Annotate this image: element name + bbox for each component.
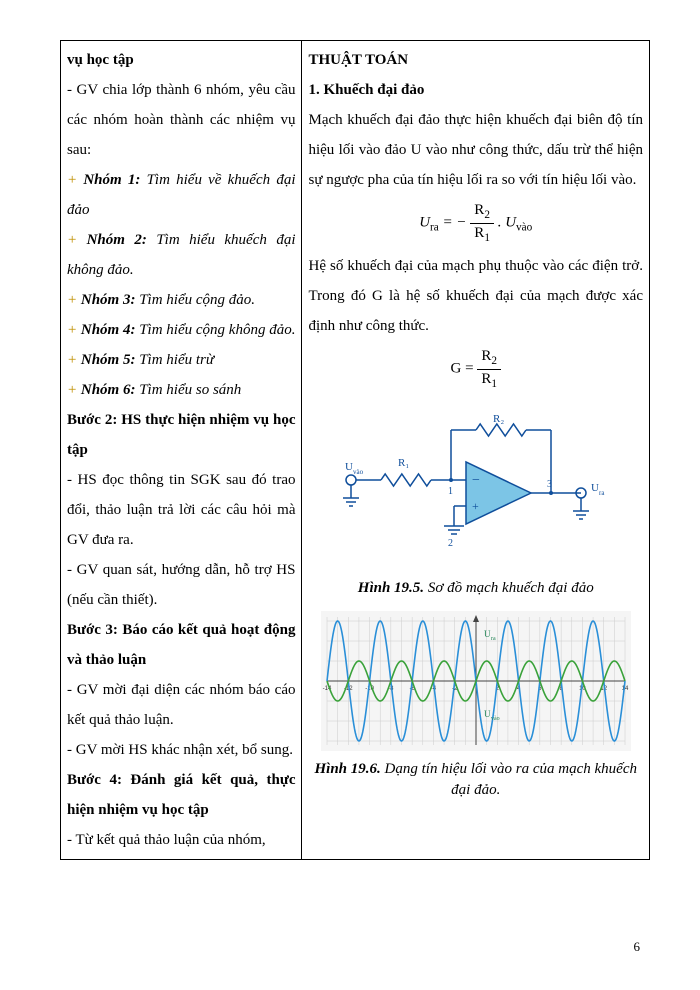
step3-b2: - GV mời HS khác nhận xét, bổ sung.	[67, 735, 295, 765]
group-2: + Nhóm 2: Tìm hiểu khuếch đại không đảo.	[67, 225, 295, 285]
step4-b1: - Từ kết quả thảo luận của nhóm,	[67, 825, 295, 855]
group-3: + Nhóm 3: Tìm hiểu cộng đảo.	[67, 285, 295, 315]
svg-text:vào: vào	[353, 468, 364, 476]
step2-title: Bước 2: HS thực hiện nhiệm vụ học tập	[67, 405, 295, 465]
group-6: + Nhóm 6: Tìm hiểu so sánh	[67, 375, 295, 405]
right-subheading: 1. Khuếch đại đảo	[308, 75, 643, 105]
group-5: + Nhóm 5: Tìm hiểu trừ	[67, 345, 295, 375]
svg-text:1: 1	[448, 486, 453, 497]
svg-text:−: −	[472, 473, 480, 488]
svg-text:3: 3	[547, 479, 552, 490]
left-title-cont: vụ học tập	[67, 45, 295, 75]
step4-title: Bước 4: Đánh giá kết quả, thực hiện nhiệ…	[67, 765, 295, 825]
step2-b2: - GV quan sát, hướng dẫn, hỗ trợ HS (nếu…	[67, 555, 295, 615]
step3-title: Bước 3: Báo cáo kết quả hoạt động và thả…	[67, 615, 295, 675]
circuit-diagram: Uvào R₁ 1 R₂ − +2 3 Ura	[308, 400, 643, 570]
svg-text:U: U	[484, 629, 491, 639]
group-4: + Nhóm 4: Tìm hiểu cộng không đảo.	[67, 315, 295, 345]
svg-text:2: 2	[448, 538, 453, 549]
step3-b1: - GV mời đại diện các nhóm báo cáo kết q…	[67, 675, 295, 735]
right-column: THUẬT TOÁN 1. Khuếch đại đảo Mạch khuếch…	[302, 41, 650, 860]
right-para1: Mạch khuếch đại đảo thực hiện khuếch đại…	[308, 105, 643, 195]
right-heading: THUẬT TOÁN	[308, 45, 643, 75]
page-number: 6	[634, 934, 641, 960]
step2-b1: - HS đọc thông tin SGK sau đó trao đổi, …	[67, 465, 295, 555]
svg-text:ra: ra	[599, 489, 605, 497]
svg-text:U: U	[345, 461, 353, 473]
svg-text:+: +	[472, 499, 479, 513]
svg-text:ra: ra	[491, 636, 496, 642]
caption-2: Hình 19.6. Dạng tín hiệu lối vào ra của …	[308, 759, 643, 801]
left-column: vụ học tập - GV chia lớp thành 6 nhóm, y…	[61, 41, 302, 860]
svg-text:U: U	[484, 709, 491, 719]
main-table: vụ học tập - GV chia lớp thành 6 nhóm, y…	[60, 40, 650, 860]
svg-text:14: 14	[621, 686, 628, 692]
formula-1: Ura = − R2R1 . Uvào	[308, 201, 643, 245]
caption-1: Hình 19.5. Sơ đồ mạch khuếch đại đảo	[308, 578, 643, 599]
waveform-chart: -14-12-10-8-6-4-22468101214UraUvào	[308, 611, 643, 751]
right-para2: Hệ số khuếch đại của mạch phụ thuộc vào …	[308, 251, 643, 341]
left-intro: - GV chia lớp thành 6 nhóm, yêu cầu các …	[67, 75, 295, 165]
svg-text:vào: vào	[491, 716, 500, 722]
svg-text:R₂: R₂	[493, 413, 504, 425]
svg-text:R₁: R₁	[398, 457, 409, 469]
svg-text:U: U	[591, 482, 599, 494]
group-1: + Nhóm 1: Tìm hiểu về khuếch đại đảo	[67, 165, 295, 225]
formula-2: G = R2R1	[308, 347, 643, 391]
